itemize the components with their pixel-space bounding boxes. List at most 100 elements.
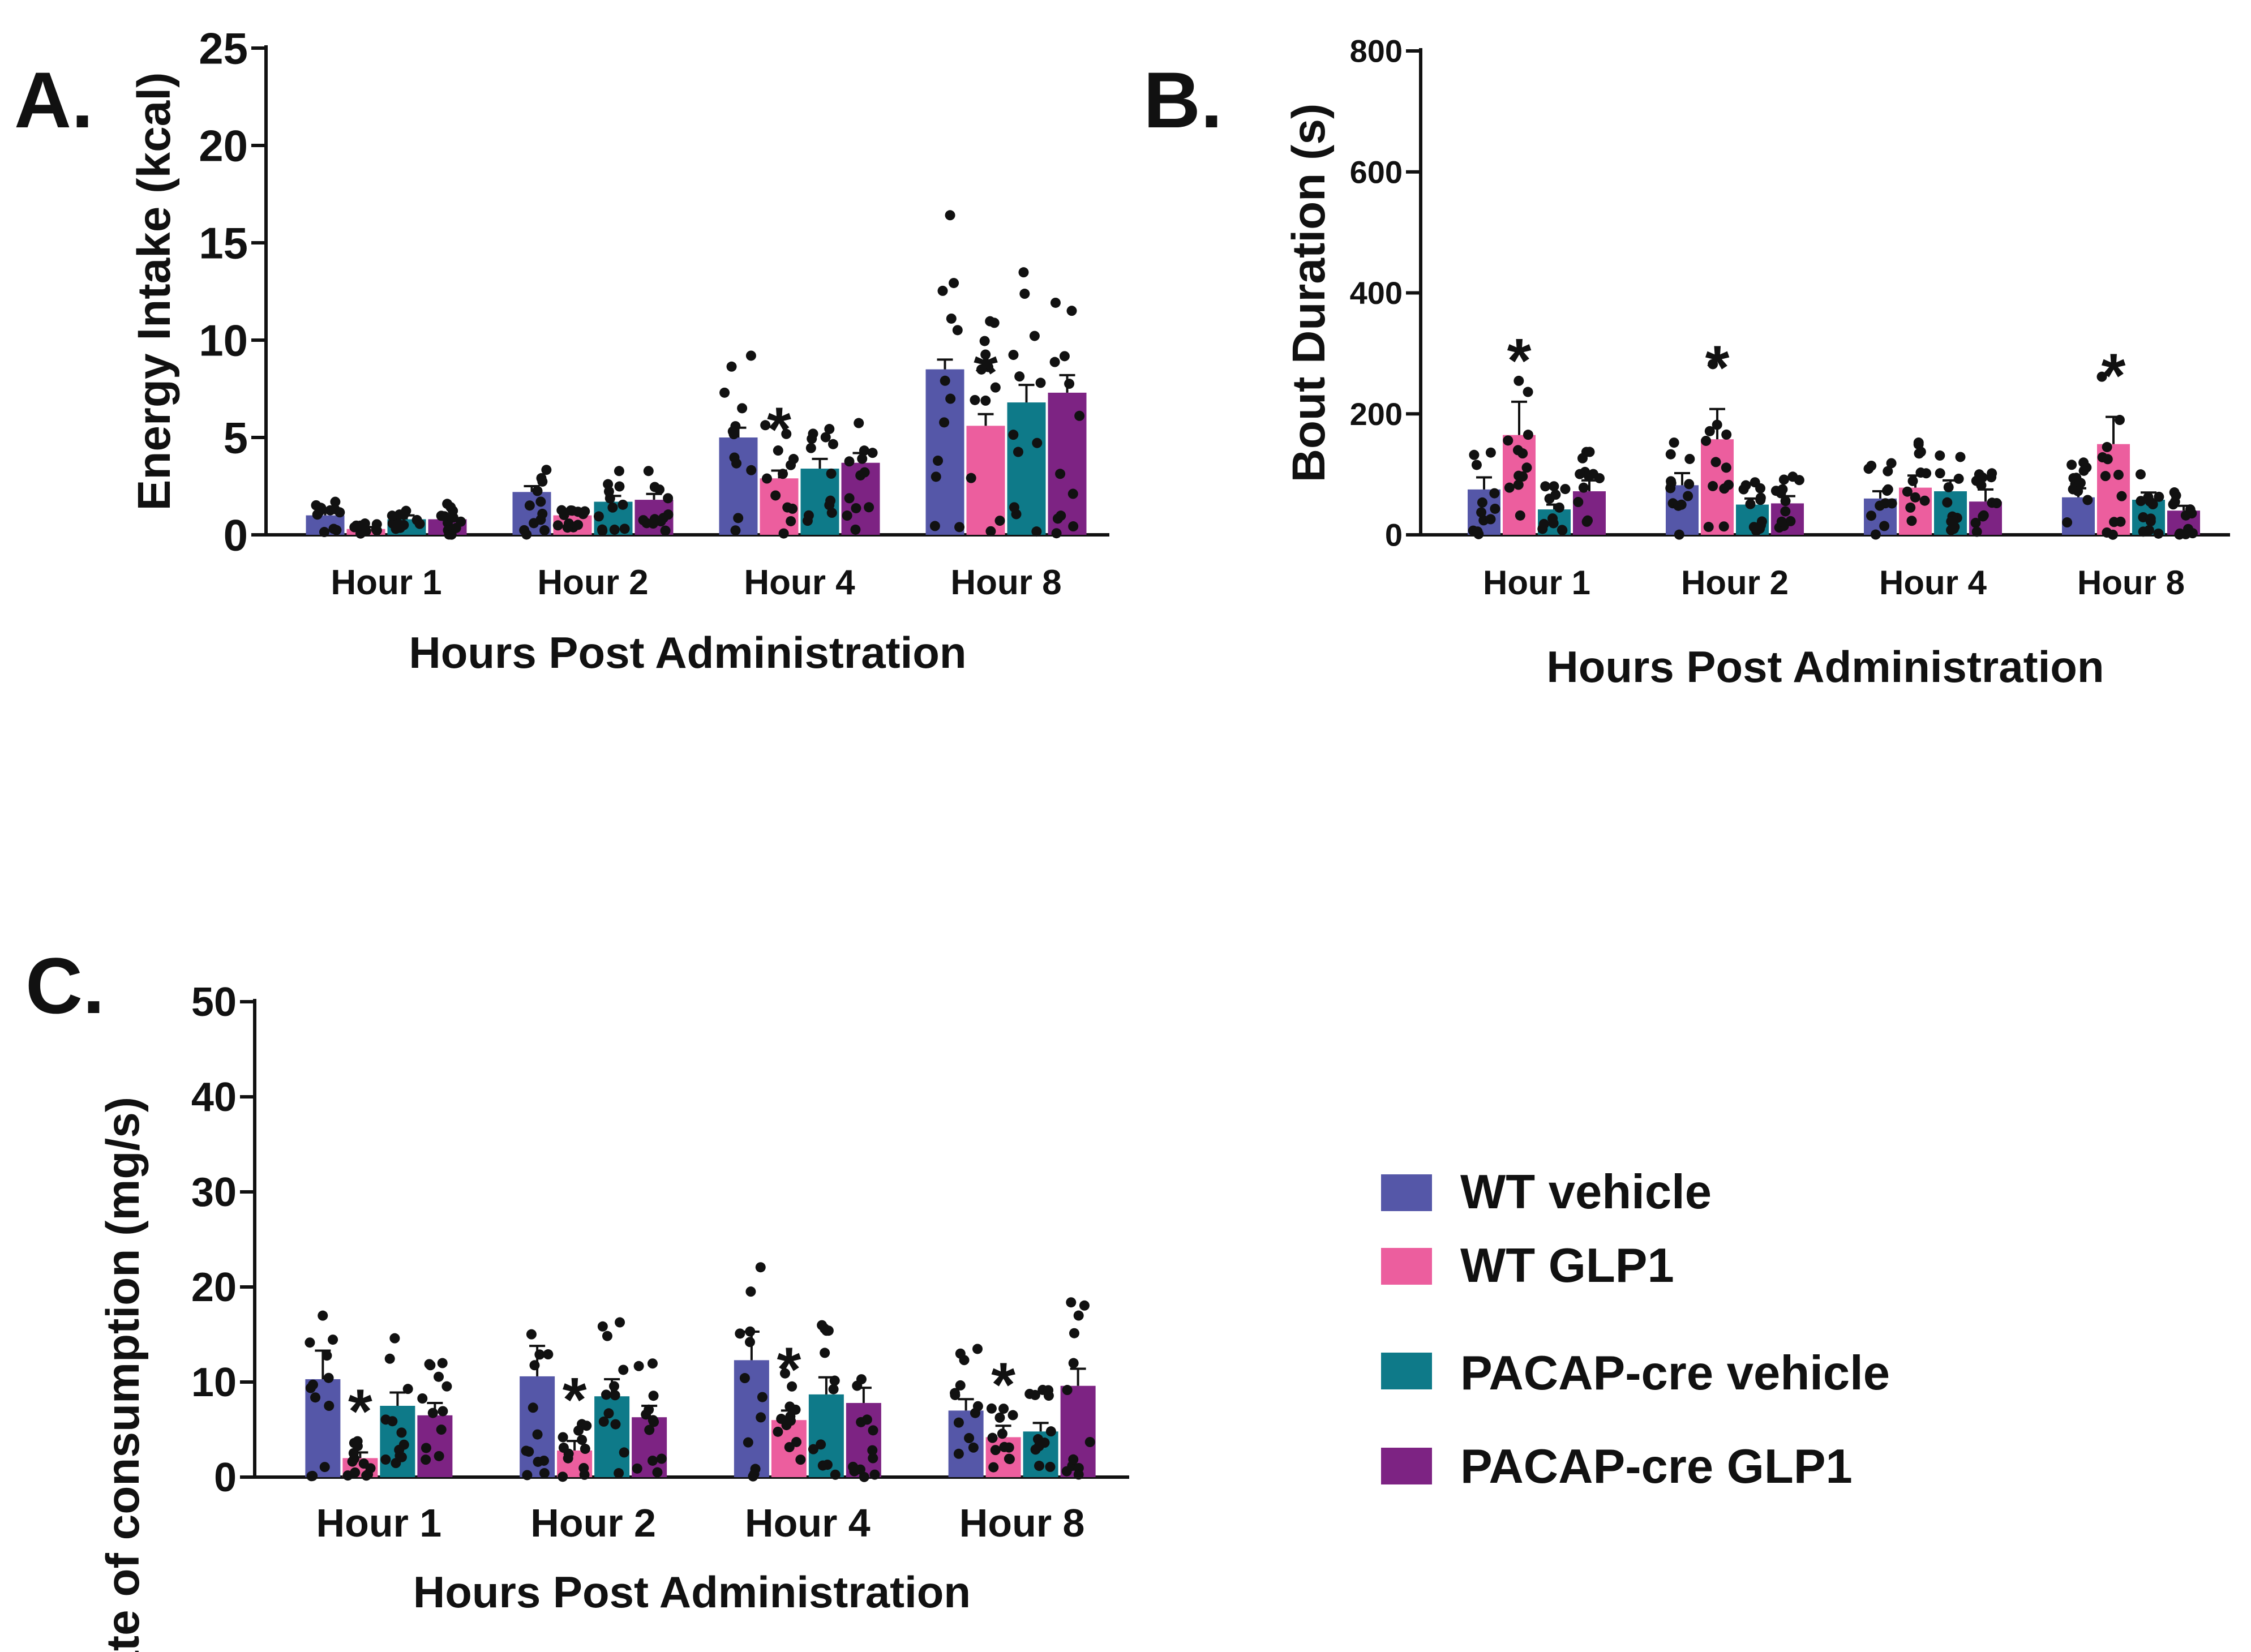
panel-c-bar-hour-1-wt-vehicle-point	[319, 1462, 330, 1473]
panel-c-bar-hour-2-wt-vehicle-point	[533, 1456, 543, 1467]
panel-a-bar-hour-1-pacap-cre-vehicle-point	[387, 510, 397, 521]
panel-a-significance-hour-8: *	[974, 338, 998, 408]
panel-c-bar-hour-8-pacap-cre-glp1-point	[1084, 1437, 1095, 1448]
legend-label-wt-glp1: WT GLP1	[1460, 1239, 1674, 1293]
panel-b-bar-hour-8-wt-glp1-point	[2116, 491, 2127, 501]
panel-a-bar-hour-4-pacap-cre-vehicle-point	[825, 495, 836, 506]
panel-c-bar-hour-2-pacap-cre-vehicle-point	[618, 1364, 629, 1375]
panel-a-bar-hour-8-pacap-cre-glp1-point	[1067, 488, 1078, 499]
panel-c-bar-hour-2-pacap-cre-vehicle-point	[602, 1331, 612, 1341]
panel-c-bar-hour-8-wt-glp1-point	[998, 1404, 1009, 1414]
panel-b-bar-hour-1-wt-glp1-point	[1523, 430, 1533, 440]
panel-b-bar-hour-4-wt-glp1-point	[1905, 502, 1916, 513]
panel-a-bar-hour-4-wt-glp1-point	[778, 528, 789, 539]
panel-a-bar-hour-2-pacap-cre-vehicle-point	[614, 466, 624, 477]
panel-c-bar-hour-1-wt-vehicle-point	[324, 1401, 335, 1411]
panel-b-bar-hour-2-wt-vehicle-point	[1669, 437, 1679, 448]
panel-b-bar-hour-2-pacap-cre-vehicle-point	[1756, 516, 1767, 527]
panel-b-bar-hour-1-pacap-cre-vehicle-point	[1548, 518, 1559, 529]
panel-a-bar-hour-4-pacap-cre-glp1-point	[857, 453, 868, 464]
panel-c-bar-hour-4-pacap-cre-glp1-point	[868, 1425, 878, 1436]
legend-item-wt-vehicle: WT vehicle	[1381, 1165, 1712, 1219]
panel-c-bar-hour-2-wt-glp1-point	[558, 1471, 568, 1482]
panel-a-bar-hour-4-wt-vehicle-point	[746, 465, 757, 475]
panel-a-x-tick-label-hour-2: Hour 2	[537, 563, 648, 602]
panel-c-bar-hour-2-pacap-cre-glp1-point	[652, 1467, 663, 1478]
panel-a-bar-hour-8-wt-vehicle-point	[940, 375, 950, 386]
panel-b-bar-hour-2-wt-glp1-point	[1721, 462, 1731, 473]
panel-b-bar-hour-1-wt-vehicle-point	[1472, 526, 1483, 537]
panel-a-bar-hour-8-pacap-cre-glp1-point	[1050, 297, 1061, 308]
panel-b-bar-hour-1-pacap-cre-vehicle-point	[1544, 494, 1555, 504]
panel-a-bar-hour-4-wt-vehicle-point	[733, 513, 744, 524]
panel-c-bar-hour-1-wt-vehicle-point	[323, 1372, 334, 1383]
panel-a-bar-hour-4-wt-vehicle-point	[737, 403, 748, 414]
panel-a-bar-hour-8-wt-vehicle-point	[945, 393, 956, 404]
panel-c-bar-hour-2-wt-vehicle-point	[529, 1360, 540, 1371]
panel-b-bar-hour-8-wt-glp1-point	[2100, 471, 2111, 482]
panel-c-bar-hour-8-pacap-cre-vehicle-point	[1034, 1441, 1044, 1452]
legend-label-pacap-cre-vehicle: PACAP-cre vehicle	[1460, 1346, 1890, 1400]
panel-b-bar-hour-8-pacap-cre-vehicle-point	[2153, 528, 2164, 539]
panel-b-bar-hour-2-pacap-cre-vehicle-point	[1738, 484, 1749, 495]
panel-c-bar-hour-4-pacap-cre-glp1-point	[856, 1417, 867, 1427]
panel-a-bar-hour-8-pacap-cre-vehicle-point	[1014, 371, 1025, 382]
panel-b-bar-hour-2-wt-vehicle-point	[1683, 491, 1693, 501]
panel-a-bar-hour-8-pacap-cre-vehicle-point	[1013, 447, 1023, 457]
panel-b-bar-hour-8-pacap-cre-glp1-point	[2175, 528, 2185, 539]
panel-c-bar-hour-1-pacap-cre-glp1-point	[417, 1393, 428, 1404]
panel-a-bar-hour-1-wt-vehicle-point	[330, 496, 341, 507]
panel-c-bar-hour-4-wt-vehicle-point	[755, 1262, 766, 1273]
panel-b-bar-hour-4-wt-vehicle-point	[1866, 510, 1876, 521]
panel-c-significance-hour-4: *	[777, 1335, 801, 1404]
panel-c-bar-hour-1-pacap-cre-glp1-point	[434, 1451, 444, 1461]
panel-b-bar-hour-4-pacap-cre-glp1-point	[1986, 472, 1997, 483]
panel-a-bar-hour-4-wt-glp1-point	[782, 502, 793, 513]
panel-b-bar-hour-4-wt-vehicle-point	[1875, 500, 1885, 511]
panel-a-bar-hour-2-pacap-cre-glp1-point	[643, 466, 654, 477]
panel-c-bar-hour-8-pacap-cre-glp1	[1060, 1385, 1096, 1477]
panel-c-bar-hour-2-wt-vehicle-point	[543, 1349, 554, 1360]
panel-c-bar-hour-1-pacap-cre-glp1-point	[438, 1406, 448, 1417]
panel-b-bar-hour-2-wt-glp1-point	[1719, 483, 1730, 494]
panel-a-bar-hour-8-pacap-cre-glp1-point	[1056, 510, 1066, 521]
panel-c-y-tick-label: 50	[191, 980, 237, 1025]
panel-c-bar-hour-8-pacap-cre-vehicle-point	[1034, 1461, 1044, 1471]
panel-a-bar-hour-4-pacap-cre-glp1-point	[842, 510, 852, 521]
panel-b-bar-hour-1-pacap-cre-glp1-point	[1594, 473, 1605, 483]
panel-b-bar-hour-1-pacap-cre-vehicle-point	[1554, 502, 1564, 513]
panel-b-bar-hour-2-wt-vehicle-point	[1665, 449, 1676, 460]
panel-c-bar-hour-8-wt-vehicle-point	[955, 1380, 966, 1391]
panel-c-bar-hour-8-wt-glp1-point	[988, 1462, 999, 1473]
panel-b-bar-hour-1-wt-vehicle-point	[1477, 497, 1487, 508]
panel-a-bar-hour-2-wt-vehicle-point	[535, 496, 546, 507]
panel-a-bar-hour-4-pacap-cre-vehicle-point	[826, 468, 837, 479]
panel-b-bar-hour-2-pacap-cre-vehicle-point	[1745, 499, 1756, 509]
panel-c-bar-hour-4-wt-vehicle-point	[744, 1337, 755, 1348]
panel-b-bar-hour-4-wt-glp1-point	[1921, 468, 1932, 479]
panel-c-bar-hour-8-wt-glp1-point	[990, 1445, 1001, 1456]
panel-b-bar-hour-2-wt-vehicle-point	[1684, 453, 1695, 464]
panel-a-bar-hour-2-wt-glp1-point	[562, 522, 573, 533]
panel-b-bar-hour-2-wt-glp1-point	[1710, 457, 1721, 467]
panel-b-bar-hour-1-wt-vehicle-point	[1490, 503, 1500, 514]
panel-b-bar-hour-8-wt-glp1-point	[2102, 527, 2112, 538]
panel-a-y-tick-label: 10	[199, 315, 248, 365]
panel-b-bar-hour-4-pacap-cre-vehicle-point	[1955, 452, 1966, 462]
panel-a-bar-hour-8-pacap-cre-glp1-point	[1066, 306, 1077, 316]
panel-b-bar-hour-4-wt-glp1-point	[1902, 486, 1913, 497]
panel-b-x-tick-label-hour-1: Hour 1	[1483, 564, 1590, 602]
panel-a-bar-hour-8-pacap-cre-vehicle-point	[1019, 289, 1030, 299]
panel-c-bar-hour-8-wt-vehicle-point	[953, 1448, 964, 1459]
legend-swatch-wt-glp1	[1381, 1248, 1432, 1285]
panel-b-bar-hour-8-pacap-cre-glp1-point	[2171, 490, 2181, 501]
panel-c-bar-hour-8-pacap-cre-glp1-point	[1079, 1300, 1090, 1311]
panel-a-bar-hour-8-wt-vehicle-point	[952, 325, 963, 336]
panel-b-bar-hour-4-pacap-cre-glp1-point	[1971, 526, 1982, 537]
panel-b-bar-hour-4-wt-vehicle-point	[1881, 486, 1892, 496]
panel-b-bar-hour-2-wt-glp1-point	[1708, 359, 1718, 370]
panel-b-bar-hour-4-wt-glp1-point	[1910, 492, 1920, 503]
panel-c-bar-hour-8-wt-vehicle-point	[950, 1388, 961, 1398]
panel-a-bar-hour-8-pacap-cre-vehicle-point	[1035, 377, 1046, 388]
panel-c-bar-hour-4-wt-glp1-point	[776, 1414, 787, 1424]
